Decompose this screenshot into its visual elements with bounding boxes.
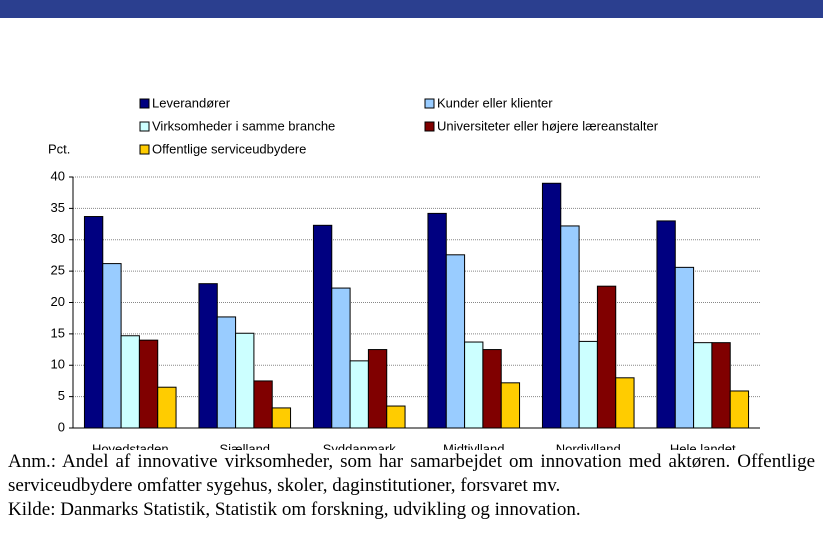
x-tick-label: Sjælland (219, 441, 270, 450)
bar (102, 263, 122, 429)
legend-swatch (139, 121, 150, 132)
bar (464, 341, 484, 429)
bar (216, 316, 237, 429)
bar (271, 407, 292, 429)
y-tick-label: 5 (58, 388, 65, 403)
y-tick-label: 40 (51, 168, 65, 183)
bar (198, 283, 218, 429)
source: Kilde: Danmarks Statistik, Statistik om … (8, 499, 581, 520)
legend-swatch (139, 144, 150, 155)
bar (578, 340, 598, 429)
bar (615, 377, 635, 429)
y-tick-label: 30 (51, 231, 65, 246)
bar (596, 285, 617, 429)
bar (656, 220, 676, 429)
bar (427, 212, 447, 429)
legend-label: Universiteter eller højere læreanstalter (437, 118, 659, 133)
chart: Pct. 0 5 10 15 20 25 30 35 40 Hovedstaden Sjælland… (0, 0, 823, 450)
bar (500, 382, 521, 429)
bar (445, 254, 466, 429)
legend-swatch (424, 121, 435, 132)
y-tick-label: 35 (51, 200, 65, 215)
y-tick-label: 15 (51, 325, 65, 340)
legend-label: Offentlige serviceudbydere (152, 141, 306, 156)
legend-label: Virksomheder i samme branche (152, 118, 335, 133)
bar (235, 332, 255, 429)
bar (253, 380, 273, 429)
bar (120, 335, 140, 429)
bar (711, 342, 731, 429)
bar (693, 342, 713, 429)
header-band (0, 0, 823, 18)
y-tick-label: 10 (51, 357, 65, 372)
bar (157, 386, 177, 429)
x-tick-label: Syddanmark (323, 441, 396, 450)
legend-label: Kunder eller klienter (437, 95, 553, 110)
bar (674, 266, 695, 429)
x-tick-label: Midtjylland (443, 441, 504, 450)
x-tick-label: Hovedstaden (92, 441, 169, 450)
x-tick-label: Hele landet (670, 441, 736, 450)
bar (560, 225, 580, 429)
bar (83, 216, 104, 429)
y-tick-label: 20 (51, 294, 65, 309)
notes: Anm.: Andel af innovative virksomheder, … (8, 450, 815, 522)
bar (349, 360, 369, 429)
bar (138, 339, 159, 429)
y-axis-label: Pct. (48, 141, 70, 156)
y-tick-label: 0 (58, 419, 65, 434)
bar (386, 405, 406, 429)
x-tick-label: Nordjylland (556, 441, 621, 450)
y-tick-label: 25 (51, 263, 65, 278)
bar (312, 224, 333, 429)
legend-swatch (424, 98, 435, 109)
bar (729, 390, 750, 429)
bar (331, 287, 351, 429)
bar (541, 182, 562, 429)
bar (367, 349, 388, 429)
bar (482, 349, 502, 429)
legend-label: Leverandører (152, 95, 231, 110)
legend-swatch (139, 98, 150, 109)
note: Anm.: Andel af innovative virksomheder, … (8, 451, 815, 496)
